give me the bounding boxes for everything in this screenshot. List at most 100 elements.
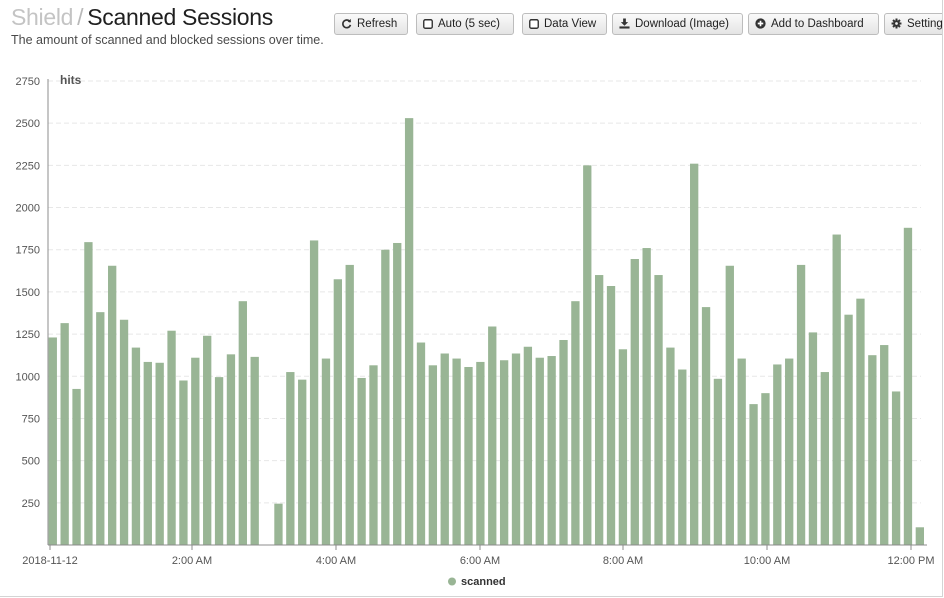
- bar-scanned[interactable]: [832, 234, 841, 546]
- bar-scanned[interactable]: [72, 388, 81, 545]
- bar-scanned[interactable]: [559, 339, 568, 545]
- bar-scanned[interactable]: [286, 372, 295, 545]
- chart-legend[interactable]: scanned: [448, 576, 506, 588]
- bar-scanned[interactable]: [131, 347, 141, 545]
- bar-scanned[interactable]: [238, 301, 247, 545]
- bar-scanned[interactable]: [666, 347, 675, 545]
- bar-scanned[interactable]: [84, 242, 93, 545]
- bar-scanned[interactable]: [214, 377, 224, 545]
- bar-scanned[interactable]: [155, 362, 164, 545]
- bar-scanned[interactable]: [915, 527, 924, 545]
- bar-scanned[interactable]: [773, 364, 782, 545]
- bar-scanned[interactable]: [428, 365, 438, 545]
- bar-scanned[interactable]: [725, 265, 734, 545]
- bar-scanned[interactable]: [476, 361, 485, 545]
- bar-scanned[interactable]: [808, 332, 818, 545]
- download-icon: [619, 18, 630, 29]
- bar-scanned[interactable]: [321, 358, 331, 545]
- breadcrumb-parent[interactable]: Shield: [11, 4, 74, 30]
- y-tick-label: 1250: [16, 329, 40, 341]
- bar-scanned[interactable]: [511, 353, 521, 545]
- bar-scanned[interactable]: [48, 337, 57, 545]
- add-to-dashboard-label: Add to Dashboard: [771, 18, 864, 30]
- bar-scanned[interactable]: [357, 377, 366, 545]
- checkbox-icon: [529, 19, 539, 29]
- bar-scanned[interactable]: [713, 378, 723, 545]
- data-view-label: Data View: [544, 18, 597, 30]
- settings-button[interactable]: Settings: [884, 13, 943, 35]
- bar-scanned[interactable]: [642, 248, 651, 546]
- bar-scanned[interactable]: [179, 380, 188, 545]
- x-tick-label: 4:00 AM: [316, 555, 356, 567]
- bar-scanned[interactable]: [820, 372, 829, 545]
- bar-scanned[interactable]: [903, 227, 913, 545]
- bar-scanned[interactable]: [96, 312, 105, 545]
- gear-icon: [891, 18, 902, 29]
- bar-scanned[interactable]: [464, 366, 473, 545]
- bar-scanned[interactable]: [416, 342, 426, 545]
- bar-scanned[interactable]: [690, 163, 699, 545]
- bar-scanned[interactable]: [571, 301, 580, 545]
- y-axis-unit-label: hits: [60, 73, 82, 87]
- y-tick-label: 750: [22, 413, 40, 425]
- bar-scanned[interactable]: [440, 353, 449, 545]
- bar-scanned[interactable]: [630, 259, 639, 545]
- bar-scanned[interactable]: [678, 369, 687, 545]
- bar-scanned[interactable]: [856, 298, 865, 545]
- bar-scanned[interactable]: [761, 393, 770, 545]
- page-subtitle: The amount of scanned and blocked sessio…: [11, 33, 324, 47]
- bar-scanned[interactable]: [583, 165, 592, 545]
- bar-scanned[interactable]: [119, 319, 129, 545]
- legend-scanned-marker: [448, 577, 456, 586]
- bar-scanned[interactable]: [547, 356, 556, 545]
- bar-scanned[interactable]: [167, 330, 176, 545]
- page-title-text: Scanned Sessions: [87, 4, 273, 30]
- bar-scanned[interactable]: [226, 354, 236, 545]
- x-tick-label: 8:00 AM: [603, 555, 643, 567]
- x-tick-label: 2018-11-12: [22, 555, 77, 567]
- bar-scanned[interactable]: [654, 275, 663, 545]
- bar-scanned[interactable]: [618, 349, 628, 545]
- bar-scanned[interactable]: [749, 404, 758, 545]
- bar-scanned[interactable]: [844, 314, 853, 545]
- add-to-dashboard-button[interactable]: Add to Dashboard: [748, 13, 879, 35]
- bar-scanned[interactable]: [393, 242, 402, 545]
- bar-scanned[interactable]: [274, 503, 283, 545]
- bar-scanned[interactable]: [701, 307, 711, 545]
- bar-scanned[interactable]: [606, 286, 616, 545]
- legend-scanned-label: scanned: [461, 576, 506, 588]
- auto-refresh-label: Auto (5 sec): [438, 18, 500, 30]
- bar-scanned[interactable]: [108, 265, 117, 545]
- bar-scanned[interactable]: [452, 358, 461, 545]
- bar-scanned[interactable]: [369, 365, 378, 545]
- y-tick-label: 2000: [16, 203, 40, 215]
- bar-scanned[interactable]: [298, 379, 307, 545]
- data-view-toggle[interactable]: Data View: [522, 13, 607, 35]
- refresh-button[interactable]: Refresh: [334, 13, 408, 35]
- bar-scanned[interactable]: [499, 360, 509, 545]
- auto-refresh-toggle[interactable]: Auto (5 sec): [416, 13, 514, 35]
- bar-scanned[interactable]: [868, 355, 877, 545]
- bar-scanned[interactable]: [250, 356, 259, 545]
- bar-scanned[interactable]: [60, 323, 69, 545]
- bar-scanned[interactable]: [381, 249, 390, 545]
- bar-scanned[interactable]: [796, 264, 806, 545]
- bar-scanned[interactable]: [785, 358, 794, 545]
- bar-scanned[interactable]: [523, 346, 533, 545]
- bar-scanned[interactable]: [404, 118, 414, 545]
- bar-scanned[interactable]: [737, 358, 746, 545]
- bar-scanned[interactable]: [880, 345, 889, 545]
- bar-scanned[interactable]: [891, 391, 901, 545]
- bar-scanned[interactable]: [594, 275, 604, 545]
- download-image-button[interactable]: Download (Image): [612, 13, 743, 35]
- bar-scanned[interactable]: [203, 335, 212, 545]
- scanned-sessions-chart: 250 500 750 1000 1250 1500 1750 2000 2250 2500 275…: [16, 73, 935, 588]
- bar-scanned[interactable]: [345, 264, 354, 545]
- bar-scanned[interactable]: [488, 326, 497, 545]
- settings-label: Settings: [907, 18, 943, 30]
- bar-scanned[interactable]: [309, 240, 319, 545]
- bar-scanned[interactable]: [333, 279, 342, 545]
- bar-scanned[interactable]: [535, 357, 544, 545]
- bar-scanned[interactable]: [143, 361, 152, 545]
- bar-scanned[interactable]: [191, 357, 200, 545]
